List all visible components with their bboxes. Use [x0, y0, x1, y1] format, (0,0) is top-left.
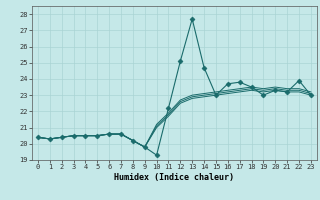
X-axis label: Humidex (Indice chaleur): Humidex (Indice chaleur): [115, 173, 234, 182]
